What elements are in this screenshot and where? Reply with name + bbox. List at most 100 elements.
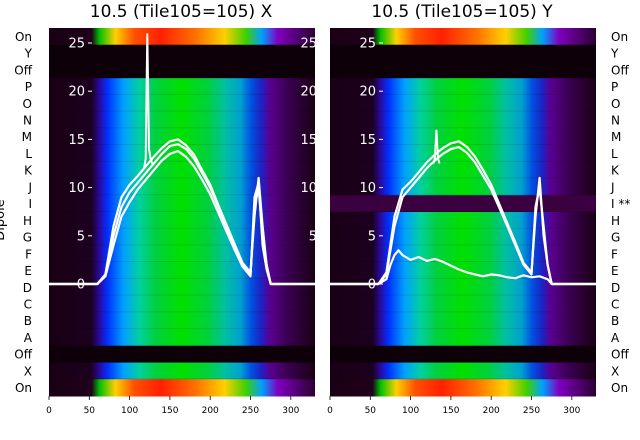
x-ticks-x: 0 50 100 150 200 250 300 xyxy=(46,396,300,416)
panel-y-title: 10.5 (Tile105=105) Y xyxy=(371,2,553,22)
row-divider xyxy=(330,244,596,246)
overlay-series-line xyxy=(330,249,596,286)
heatmap-row xyxy=(49,111,315,129)
row-divider xyxy=(330,160,596,162)
overlay-tick-label: 10 xyxy=(359,181,376,196)
row-divider xyxy=(49,127,315,129)
row-label: J xyxy=(610,180,615,194)
row-label: N xyxy=(23,114,32,128)
row-divider xyxy=(330,177,596,179)
overlay-tick-label-right: 20 xyxy=(300,85,317,100)
row-divider xyxy=(330,194,596,196)
row-label: K xyxy=(24,164,33,178)
row-label: L xyxy=(611,147,618,161)
row-label: D xyxy=(23,281,32,295)
row-divider xyxy=(330,93,596,95)
row-divider xyxy=(330,378,596,380)
row-divider xyxy=(330,294,596,296)
row-label: B xyxy=(611,314,619,328)
heatmap-row xyxy=(49,78,315,96)
overlay-tick-label: 20 xyxy=(68,85,85,100)
overlay-tick-label-right: 15 xyxy=(300,133,317,148)
row-divider xyxy=(49,277,315,279)
heatmap-row xyxy=(49,61,315,79)
x-tick-label: 150 xyxy=(161,406,178,416)
row-divider xyxy=(330,110,596,112)
heatmap-row xyxy=(330,195,596,213)
heatmap-row xyxy=(330,28,596,46)
row-divider xyxy=(49,227,315,229)
row-label: On xyxy=(611,30,628,44)
row-label: Y xyxy=(610,47,619,61)
overlay-tick-label: 5 xyxy=(77,229,85,244)
heatmap-row xyxy=(49,278,315,297)
x-tick-label: 250 xyxy=(523,406,540,416)
row-divider xyxy=(49,110,315,112)
heatmap-row xyxy=(330,128,596,146)
panel-x-title: 10.5 (Tile105=105) X xyxy=(90,2,273,22)
row-label: F xyxy=(611,247,618,261)
row-label: H xyxy=(611,214,620,228)
row-label: A xyxy=(611,331,620,345)
row-label: M xyxy=(611,130,621,144)
heatmap-row xyxy=(49,212,315,230)
heatmap-row xyxy=(330,78,596,96)
x-tick-label: 0 xyxy=(46,406,52,416)
row-label: P xyxy=(611,80,618,94)
row-divider xyxy=(49,261,315,263)
heatmap-row xyxy=(49,379,315,397)
heatmap-row xyxy=(330,44,596,62)
x-tick-label: 100 xyxy=(402,406,419,416)
row-divider xyxy=(49,244,315,246)
row-label: B xyxy=(24,314,32,328)
row-label: J xyxy=(27,180,32,194)
heatmap-row xyxy=(49,161,315,180)
row-divider xyxy=(49,160,315,162)
x-tick-label: 200 xyxy=(483,406,500,416)
heatmap-row xyxy=(49,128,315,146)
row-label: G xyxy=(23,231,32,245)
row-divider xyxy=(49,328,315,330)
x-ticks-y: 0 50 100 150 200 250 300 xyxy=(327,396,581,416)
overlay-tick-label: 20 xyxy=(359,85,376,100)
row-divider xyxy=(49,294,315,296)
overlay-tick-label: 5 xyxy=(368,229,376,244)
overlay-tick-label: 10 xyxy=(68,181,85,196)
row-label: Off xyxy=(14,348,32,362)
row-divider xyxy=(49,177,315,179)
row-divider xyxy=(330,277,596,279)
heatmap-row xyxy=(49,262,315,280)
heatmap-row xyxy=(330,161,596,180)
row-label: I ** xyxy=(611,197,630,211)
overlay-spike-line xyxy=(432,129,441,164)
overlay-series-line xyxy=(330,140,596,286)
row-divider xyxy=(49,311,315,313)
row-label: Off xyxy=(14,63,32,77)
row-label: G xyxy=(611,231,620,245)
row-divider xyxy=(330,344,596,346)
x-tick-label: 250 xyxy=(242,406,259,416)
heatmap-row xyxy=(49,195,315,213)
heatmap-row xyxy=(330,228,596,246)
row-label: O xyxy=(23,97,32,111)
x-tick-label: 50 xyxy=(84,406,96,416)
overlay-tick-label: 25 xyxy=(68,37,85,52)
row-label: E xyxy=(611,264,619,278)
heatmap-row xyxy=(330,212,596,230)
overlay-series-line xyxy=(49,149,315,286)
x-tick-label: 300 xyxy=(563,406,580,416)
row-divider xyxy=(330,211,596,212)
overlay-tick-label-right: 25 xyxy=(300,37,317,52)
heatmap-row xyxy=(49,329,315,347)
row-divider xyxy=(330,261,596,263)
row-divider xyxy=(49,344,315,346)
row-divider xyxy=(49,93,315,95)
x-tick-label: 150 xyxy=(442,406,459,416)
x-tick-label: 100 xyxy=(121,406,138,416)
heatmap-row xyxy=(49,228,315,246)
x-tick-label: 0 xyxy=(327,406,333,416)
row-divider xyxy=(49,144,315,146)
